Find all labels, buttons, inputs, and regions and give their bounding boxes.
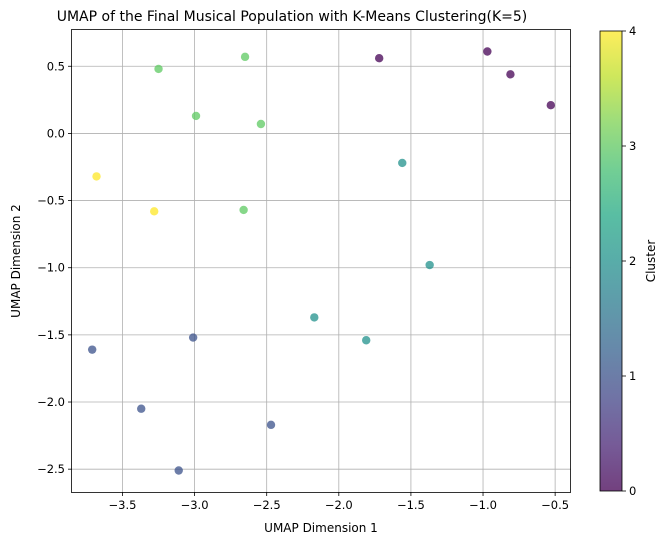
data-point-cluster-0 xyxy=(374,54,384,63)
data-point-cluster-4 xyxy=(150,207,159,216)
x-tick-label: −3.0 xyxy=(181,498,209,512)
data-point-cluster-0 xyxy=(506,70,515,79)
data-point-cluster-0 xyxy=(483,47,492,56)
data-point-cluster-2 xyxy=(362,336,371,345)
colorbar-tick-label: 4 xyxy=(629,24,636,38)
x-axis-label: UMAP Dimension 1 xyxy=(264,521,378,535)
colorbar-tick-label: 2 xyxy=(629,254,636,268)
data-point-cluster-4 xyxy=(92,172,101,181)
x-tick-label: −2.0 xyxy=(325,498,353,512)
y-tick-label: −0.5 xyxy=(37,194,65,208)
colorbar-tick-label: 1 xyxy=(629,369,636,383)
y-axis-ticks: −2.5 −2.0 −1.5 −1.0 −0.5 0.0 0.5 xyxy=(37,59,72,476)
colorbar-tick-label: 3 xyxy=(629,139,636,153)
x-tick-label: −0.5 xyxy=(541,498,569,512)
data-point-cluster-3 xyxy=(154,64,163,74)
y-tick-label: −1.0 xyxy=(37,261,65,275)
y-tick-label: −2.0 xyxy=(37,395,65,409)
x-tick-label: −3.5 xyxy=(109,498,137,512)
colorbar-ticks: 0 1 2 3 4 xyxy=(622,24,636,498)
colorbar-tick-label: 0 xyxy=(629,484,636,498)
data-points xyxy=(87,47,556,475)
chart-title: UMAP of the Final Musical Population wit… xyxy=(57,9,528,25)
data-point-cluster-2 xyxy=(398,158,407,168)
data-point-cluster-1 xyxy=(266,420,276,430)
data-point-cluster-1 xyxy=(137,404,146,413)
data-point-cluster-3 xyxy=(240,52,250,62)
data-point-cluster-1 xyxy=(188,333,198,342)
data-point-cluster-3 xyxy=(256,119,266,129)
data-point-cluster-1 xyxy=(174,466,183,475)
data-point-cluster-3 xyxy=(239,205,248,215)
plot-frame xyxy=(71,29,571,493)
data-point-cluster-3 xyxy=(191,111,201,121)
colorbar: 0 1 2 3 4 Cluster xyxy=(599,24,658,498)
y-tick-label: 0.0 xyxy=(47,126,65,140)
colorbar-label: Cluster xyxy=(644,240,658,283)
y-tick-label: −2.5 xyxy=(37,462,65,476)
y-tick-label: 0.5 xyxy=(47,59,65,73)
data-point-cluster-2 xyxy=(425,260,434,270)
x-tick-label: −1.0 xyxy=(469,498,497,512)
grid-lines xyxy=(72,30,571,492)
x-tick-label: −1.5 xyxy=(397,498,425,512)
data-point-cluster-2 xyxy=(310,313,319,322)
x-axis-ticks: −3.5 −3.0 −2.5 −2.0 −1.5 −1.0 −0.5 xyxy=(109,492,569,512)
y-axis-label: UMAP Dimension 2 xyxy=(9,204,23,318)
data-point-cluster-0 xyxy=(546,101,556,110)
x-tick-label: −2.5 xyxy=(253,498,281,512)
data-point-cluster-1 xyxy=(87,345,97,354)
colorbar-gradient xyxy=(600,31,622,491)
y-tick-label: −1.5 xyxy=(37,328,65,342)
